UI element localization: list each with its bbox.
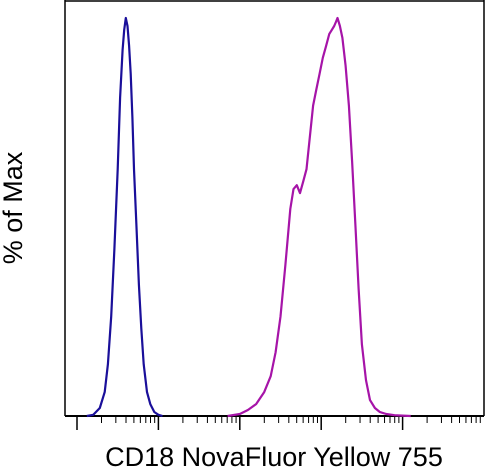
x-axis-ticks xyxy=(76,416,481,430)
series-layer xyxy=(86,16,411,418)
y-axis-label: % of Max xyxy=(0,151,28,264)
x-axis-label: CD18 NovaFluor Yellow 755 xyxy=(105,442,443,472)
histogram-series-2 xyxy=(227,16,411,418)
plot-frame xyxy=(64,0,485,417)
histogram-series-1 xyxy=(86,16,163,418)
